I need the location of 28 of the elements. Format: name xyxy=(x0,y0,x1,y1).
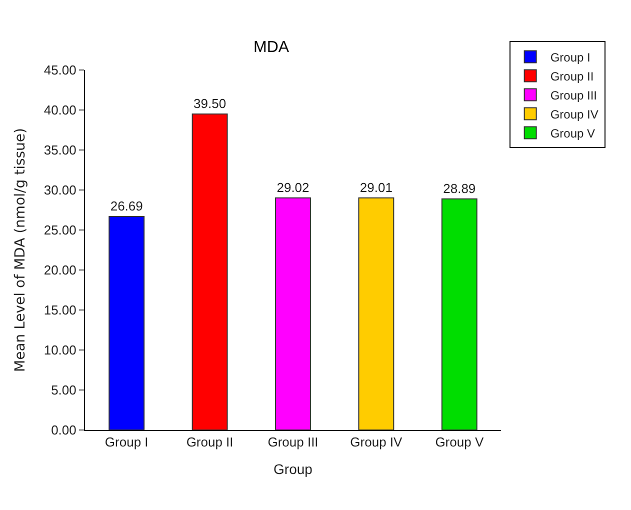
legend-label: Group V xyxy=(550,126,596,140)
y-tick-label: 15.00 xyxy=(44,302,76,318)
y-tick-label: 0.00 xyxy=(51,422,76,438)
legend-label: Group II xyxy=(550,69,594,84)
data-label: 39.50 xyxy=(194,96,226,111)
legend-label: Group III xyxy=(550,88,598,102)
x-tick-label: Group V xyxy=(435,434,484,450)
y-axis-title: Mean Level of MDA (nmol/g tissue) xyxy=(12,128,28,372)
y-tick-label: 30.00 xyxy=(44,182,76,198)
y-tick-label: 5.00 xyxy=(51,382,76,398)
data-label: 29.01 xyxy=(360,180,392,195)
y-tick-label: 25.00 xyxy=(44,222,76,238)
data-label: 26.69 xyxy=(110,198,143,214)
x-tick-label: Group IV xyxy=(350,434,403,450)
legend-label: Group IV xyxy=(550,107,598,122)
x-tick-label: Group II xyxy=(186,434,234,450)
y-tick-label: 10.00 xyxy=(44,342,76,358)
x-tick-label: Group I xyxy=(104,434,148,450)
y-tick-label: 20.00 xyxy=(44,262,76,278)
data-label: 28.89 xyxy=(443,180,476,196)
legend-label: Group I xyxy=(550,50,590,64)
y-tick-label: 35.00 xyxy=(44,142,76,158)
chart-title: MDA xyxy=(254,39,290,56)
y-tick-label: 40.00 xyxy=(44,102,76,118)
y-tick-label: 45.00 xyxy=(44,62,76,78)
x-tick-label: Group III xyxy=(268,434,318,450)
x-axis-title: Group xyxy=(274,460,313,477)
data-label: 29.02 xyxy=(276,180,310,195)
